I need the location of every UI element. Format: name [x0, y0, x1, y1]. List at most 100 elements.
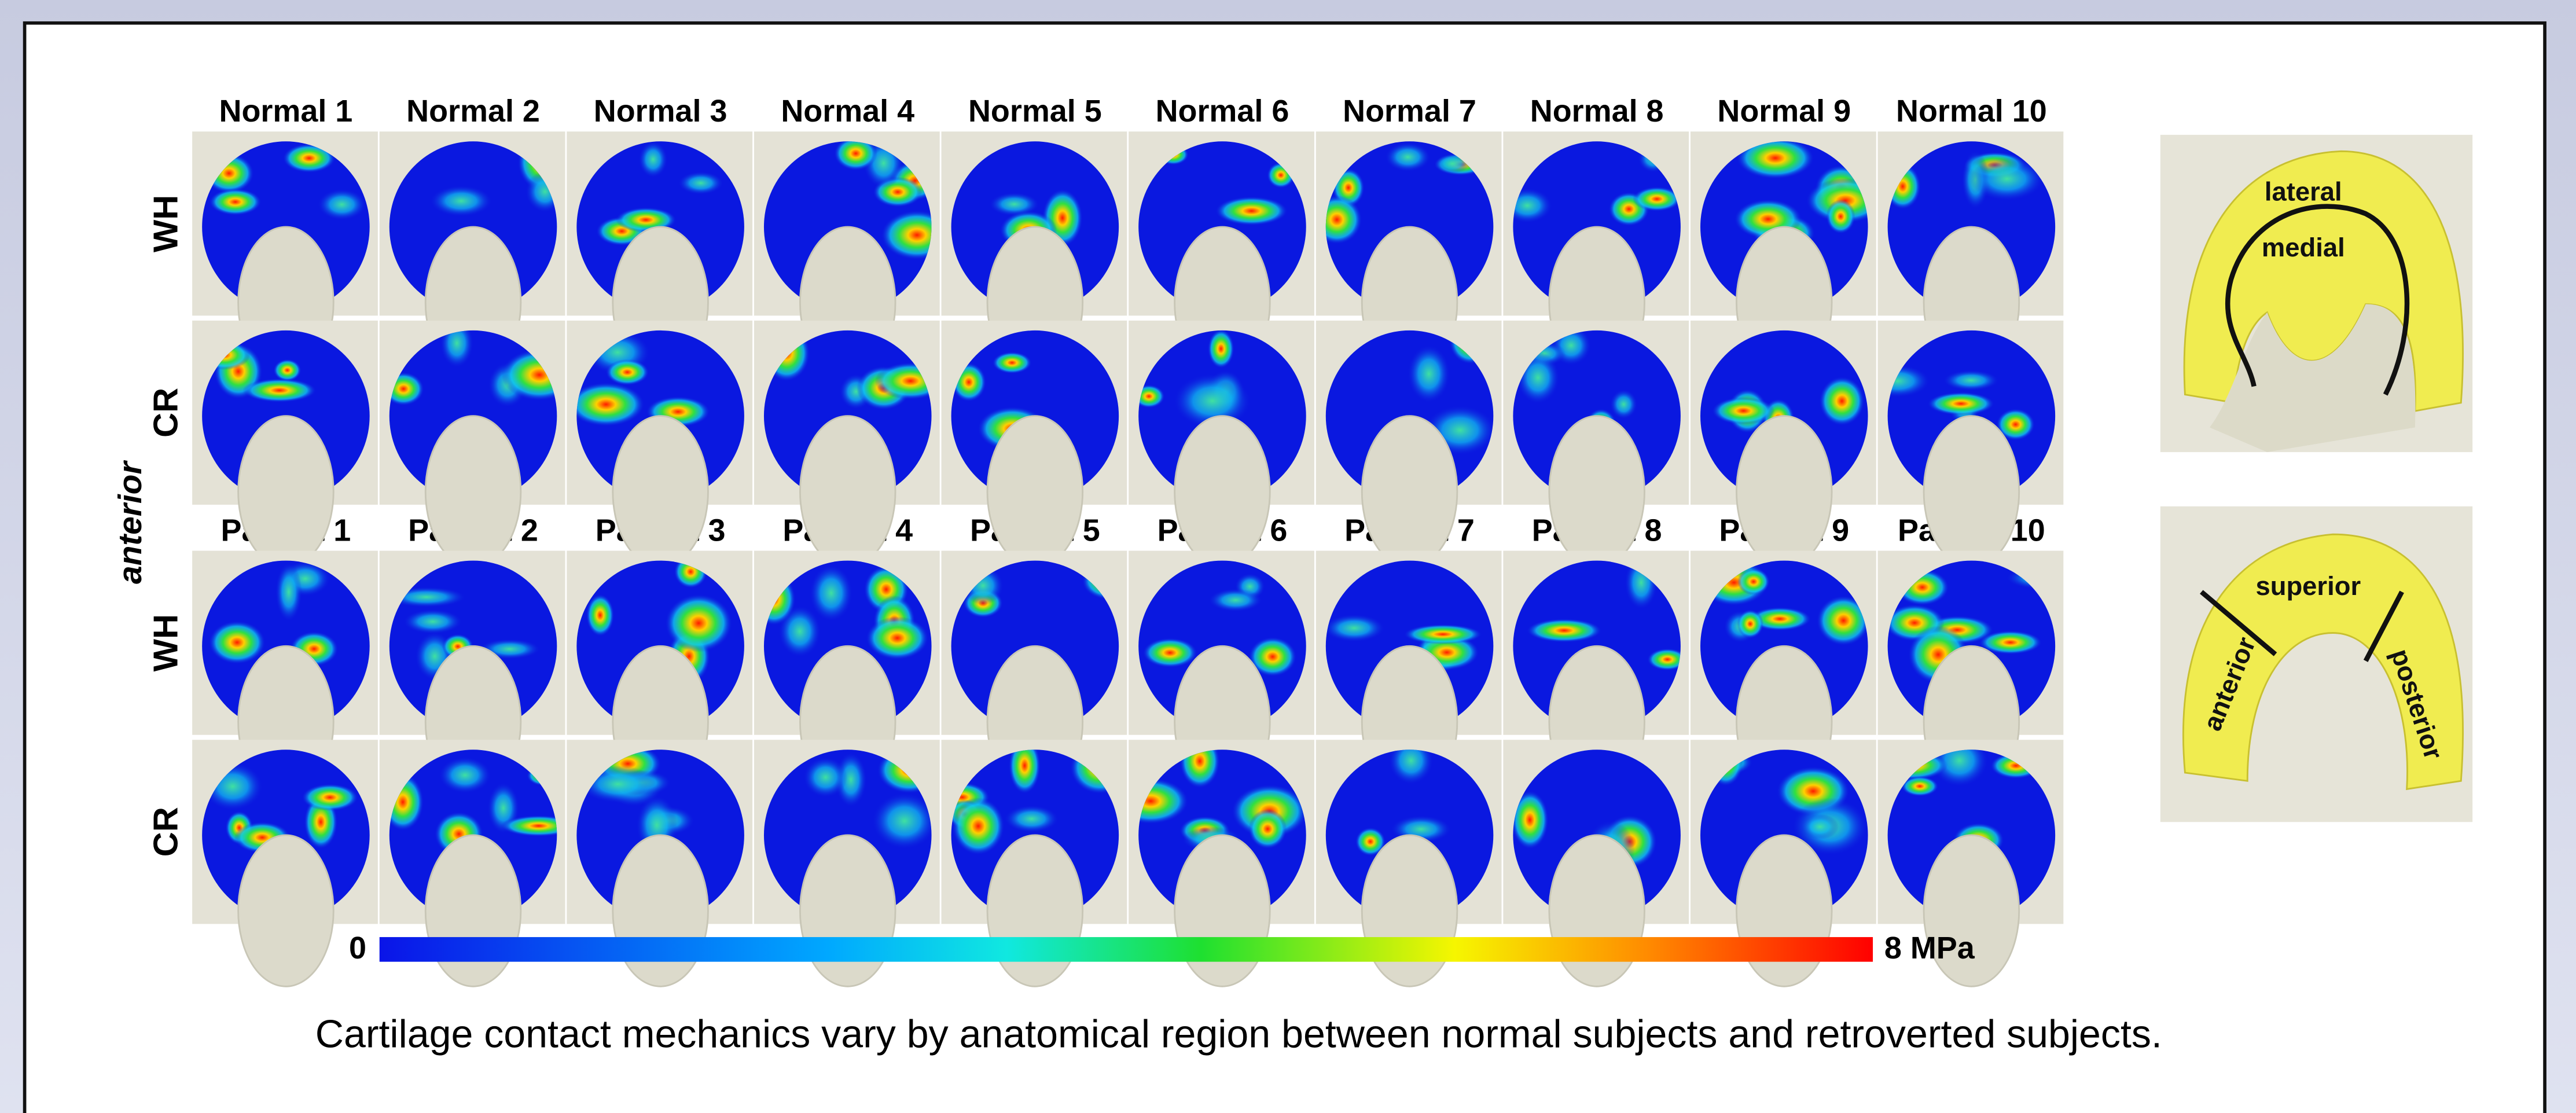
- cartilage: [763, 560, 932, 732]
- pressure-blob: [1996, 409, 2035, 440]
- colorbar: [379, 937, 1873, 962]
- column-label: Normal 8: [1530, 94, 1664, 128]
- pressure-blob: [1647, 648, 1681, 671]
- pressure-blob: [1138, 778, 1189, 824]
- pressure-blob: [318, 189, 366, 221]
- humeral-head: [1923, 415, 2020, 568]
- pressure-blob: [1633, 186, 1681, 211]
- pressure-blob: [1408, 345, 1450, 403]
- heatmap-cell: [1315, 550, 1502, 799]
- row-label: CR: [146, 388, 185, 438]
- humeral-head: [424, 834, 522, 987]
- diagram-label: superior: [2255, 571, 2361, 601]
- pressure-blob: [1215, 196, 1288, 226]
- heatmap-cell: [1690, 320, 1876, 568]
- pressure-blob: [282, 144, 336, 173]
- pressure-blob: [872, 793, 932, 849]
- heatmap-cell: [1503, 320, 1689, 568]
- row-label: CR: [146, 807, 185, 857]
- pressure-blob: [1355, 827, 1386, 856]
- humeral-head: [1174, 415, 1271, 568]
- column-label: Normal 6: [1156, 94, 1289, 128]
- pressure-blob: [1901, 776, 1939, 796]
- diagram-label: lateral: [2265, 177, 2342, 207]
- pressure-blob: [1142, 638, 1197, 668]
- pressure-blob: [1737, 568, 1770, 596]
- humeral-head: [612, 834, 709, 987]
- caption: Cartilage contact mechanics vary by anat…: [315, 1012, 2162, 1056]
- pressure-blob: [1179, 750, 1220, 788]
- diagram-label: medial: [2262, 233, 2345, 262]
- pressure-blob: [302, 784, 358, 811]
- pressure-blob: [1887, 365, 1930, 398]
- pressure-blob: [1403, 624, 1482, 645]
- humeral-head: [424, 415, 522, 568]
- humeral-head: [799, 415, 896, 568]
- pressure-blob: [1325, 614, 1385, 642]
- humeral-head: [237, 834, 335, 987]
- diagram-bottom: superior anterior posterior: [2160, 506, 2473, 822]
- heatmap-cell: [1877, 740, 2064, 987]
- heatmap-cell: [941, 320, 1127, 568]
- column-label: Normal 10: [1896, 94, 2047, 128]
- pressure-blob: [1208, 330, 1234, 369]
- pressure-blob: [1248, 637, 1296, 677]
- pressure-blob: [275, 563, 302, 622]
- humeral-head: [986, 415, 1084, 568]
- pressure-blob: [1208, 589, 1262, 612]
- pressure-blob: [778, 605, 821, 657]
- heatmap-cell: [567, 740, 753, 987]
- diagram-top: lateral medial: [2160, 134, 2473, 453]
- pressure-blob: [1712, 396, 1775, 425]
- pressure-blob: [1826, 199, 1855, 234]
- pressure-blob: [1979, 630, 2042, 655]
- colorbar-max: 8 MPa: [1884, 931, 1975, 965]
- pressure-blob: [403, 609, 462, 634]
- heatmap-cell: [1129, 740, 1314, 987]
- humeral-head: [799, 834, 896, 987]
- heatmap-cell: [379, 550, 565, 799]
- pressure-blob: [586, 594, 615, 637]
- humeral-head: [1361, 415, 1458, 568]
- pressure-blob: [1736, 141, 1814, 179]
- pressure-blob: [1527, 619, 1602, 642]
- colorbar-min: 0: [349, 931, 366, 965]
- heatmap-cell: [192, 740, 378, 987]
- row-label: WH: [146, 195, 185, 252]
- column-label: Normal 7: [1343, 94, 1476, 128]
- pressure-blob: [1749, 607, 1811, 631]
- humeral-head: [1923, 834, 2020, 987]
- humeral-head: [1736, 834, 1833, 987]
- column-label: Normal 5: [968, 94, 1102, 128]
- column-label: Normal 3: [594, 94, 727, 128]
- humeral-head: [986, 834, 1084, 987]
- pressure-blob: [834, 141, 878, 171]
- pressure-blob: [1969, 157, 2044, 201]
- heatmap-cell: [1315, 131, 1502, 379]
- pressure-blob: [1385, 142, 1431, 172]
- pressure-blob: [1819, 376, 1865, 426]
- humeral-head: [1174, 834, 1271, 987]
- pressure-blob: [866, 616, 929, 660]
- heatmap-cell: [754, 131, 940, 379]
- heatmap-cell: [754, 320, 940, 568]
- humeral-head: [237, 415, 335, 568]
- pressure-blob: [501, 349, 557, 401]
- pressure-blob: [576, 382, 645, 427]
- pressure-blob: [992, 351, 1032, 374]
- pressure-blob: [1610, 390, 1637, 419]
- heatmap-cell: [1690, 550, 1876, 799]
- heatmap-cell: [941, 740, 1127, 987]
- heatmap-cell: [1315, 740, 1502, 987]
- pressure-blob: [208, 620, 266, 664]
- pressure-blob: [803, 757, 848, 798]
- pressure-blob: [1005, 805, 1059, 833]
- humeral-head: [1361, 834, 1458, 987]
- pressure-blob: [678, 171, 723, 195]
- humeral-head: [1736, 415, 1833, 568]
- pressure-blob: [665, 594, 732, 652]
- heatmap-cell: [1315, 320, 1502, 568]
- heatmap-cell: [1877, 320, 2064, 568]
